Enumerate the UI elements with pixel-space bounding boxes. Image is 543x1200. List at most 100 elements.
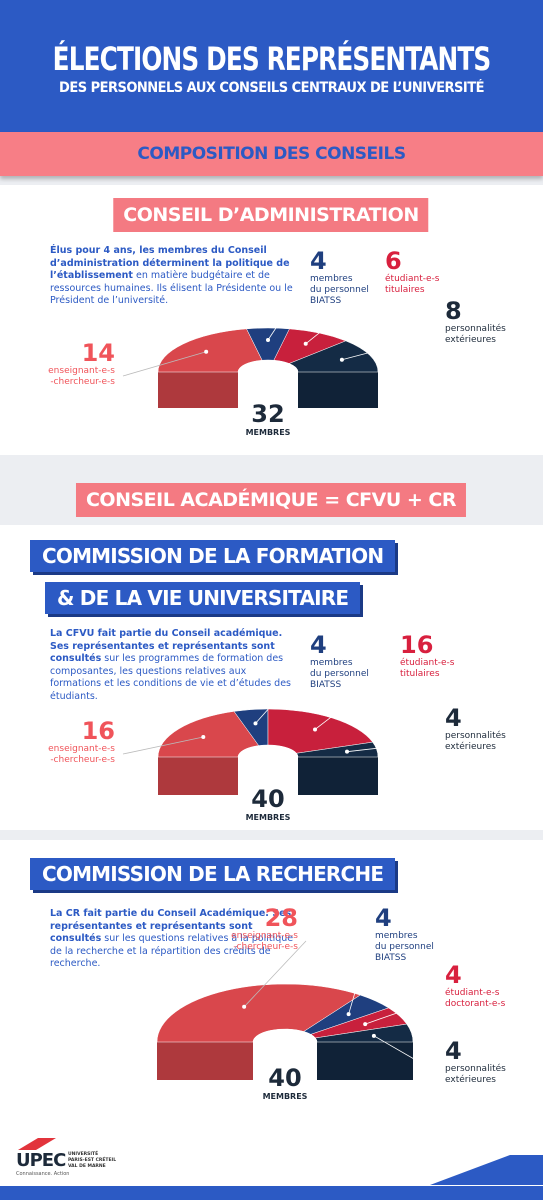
header-title: ÉLECTIONS DES REPRÉSENTANTS [52, 40, 492, 78]
leader-line [305, 283, 381, 345]
data-label: 8 [445, 297, 462, 325]
footer-bar [0, 1186, 543, 1200]
description-part: Élus pour 4 ans, les membres du Conseil … [50, 245, 290, 281]
data-label: 16 [81, 717, 115, 745]
data-label: 6 [385, 247, 402, 275]
category-label: étudiant-e-s titulaires [400, 658, 455, 679]
chart-label: 8 personnalités extérieures [445, 298, 506, 346]
footer-decoration [430, 1155, 543, 1185]
data-label: 4 [310, 631, 327, 659]
leader-line [348, 940, 371, 1015]
leader-dot [303, 341, 308, 346]
logo-mark [18, 1138, 56, 1150]
data-label: 4 [375, 904, 392, 932]
leader-line [255, 667, 306, 724]
chart-label: 4 membres du personnel BIATSS [310, 632, 369, 691]
leader-dot [266, 338, 270, 342]
data-label: 28 [264, 904, 298, 932]
chart-side [298, 757, 378, 795]
leader-dot [346, 1012, 351, 1017]
chart-label: 4 personnalités extérieures [445, 705, 506, 753]
section-title: CONSEIL D’ADMINISTRATION [113, 198, 429, 232]
leader-line [314, 667, 396, 730]
category-label: personnalités extérieures [445, 1064, 506, 1085]
leader-dot [339, 357, 344, 362]
chart-side [157, 1042, 253, 1080]
description-part: sur les programmes de formation des comp… [50, 653, 291, 702]
leader-dot [253, 721, 258, 726]
total-label: MEMBRES [245, 813, 291, 822]
description-part: en matière budgétaire et de ressources h… [50, 270, 293, 306]
data-label: 4 [445, 961, 462, 989]
section-title: COMMISSION DE LA FORMATION [30, 540, 396, 572]
leader-line [122, 736, 204, 755]
category-label: personnalités extérieures [445, 731, 506, 752]
chart-label: 14 enseignant-e-s -chercheur-e-s [48, 340, 115, 388]
chart-label: 6 étudiant-e-s titulaires [385, 248, 439, 296]
chart-side [298, 372, 378, 408]
leader-line [243, 940, 307, 1008]
data-label: 16 [400, 631, 434, 659]
chart-label: 4 personnalités extérieures [445, 1038, 506, 1086]
section-title: COMMISSION DE LA RECHERCHE [30, 858, 396, 890]
leader-line [341, 333, 441, 361]
description-part: La CR fait partie du Conseil Académique.… [50, 908, 292, 944]
data-label: 4 [310, 247, 327, 275]
description-part: sur les questions relatives à la politiq… [50, 933, 294, 969]
chart-label: 4 membres du personnel BIATSS [310, 248, 369, 307]
category-label: membres du personnel BIATSS [375, 931, 434, 963]
header-subtitle: DES PERSONNELS AUX CONSEILS CENTRAUX DE … [59, 80, 484, 96]
chart-side [158, 372, 238, 408]
chart-label: 4 étudiant-e-s doctorant-e-s [445, 962, 505, 1010]
leader-dot [242, 1004, 247, 1009]
total-value: 32 [251, 400, 285, 428]
description-part: La CFVU fait partie du Conseil académiqu… [50, 628, 283, 664]
logo-university: UNIVERSITÉ PARIS-EST CRÉTEIL VAL DE MARN… [68, 1152, 117, 1169]
chart-label: 16 enseignant-e-s -chercheur-e-s [48, 718, 115, 766]
leader-line [267, 283, 306, 341]
category-label: enseignant-e-s -chercheur-e-s [48, 366, 115, 387]
category-label: étudiant-e-s titulaires [385, 274, 440, 295]
total-label: MEMBRES [245, 428, 291, 437]
chart-label: 16 étudiant-e-s titulaires [400, 632, 454, 680]
leader-dot [345, 749, 350, 754]
category-label: membres du personnel BIATSS [310, 658, 369, 690]
academic-title: CONSEIL ACADÉMIQUE = CFVU + CR [75, 483, 467, 517]
leader-dot [371, 1033, 376, 1038]
footer [0, 1115, 543, 1200]
composition-title: COMPOSITION DES CONSEILS [0, 132, 543, 176]
leader-dot [313, 727, 318, 732]
data-label: 4 [445, 704, 462, 732]
leader-dot [201, 735, 206, 740]
section-title: & DE LA VIE UNIVERSITAIRE [45, 582, 361, 614]
category-label: personnalités extérieures [445, 324, 506, 345]
total-value: 40 [268, 1064, 302, 1092]
leader-line [373, 1035, 441, 1075]
leader-dot [363, 1022, 368, 1027]
chart-hole [253, 1029, 317, 1080]
chart-hole [238, 360, 298, 408]
data-label: 4 [445, 1037, 462, 1065]
leader-line [365, 997, 441, 1025]
section-description: La CR fait partie du Conseil Académique.… [50, 908, 300, 971]
chart-side [317, 1042, 413, 1080]
chart-label: 28 enseignant-e-s -chercheur-e-s [231, 905, 298, 953]
data-label: 14 [81, 339, 115, 367]
leader-dot [204, 349, 209, 354]
chart-side [158, 757, 238, 795]
leader-line [122, 351, 207, 377]
category-label: membres du personnel BIATSS [310, 274, 369, 306]
leader-line [346, 740, 441, 753]
chart-label: 4 membres du personnel BIATSS [375, 905, 434, 964]
logo-tagline: Connaissance. Action [16, 1171, 70, 1177]
logo-name: UPEC [16, 1150, 66, 1171]
header: ÉLECTIONS DES REPRÉSENTANTS DES PERSONNE… [0, 0, 543, 132]
total-value: 40 [251, 785, 285, 813]
section-description: Élus pour 4 ans, les membres du Conseil … [50, 245, 300, 308]
section-description: La CFVU fait partie du Conseil académiqu… [50, 628, 300, 703]
category-label: enseignant-e-s -chercheur-e-s [231, 931, 298, 952]
category-label: étudiant-e-s doctorant-e-s [445, 988, 506, 1009]
chart-hole [238, 745, 298, 795]
